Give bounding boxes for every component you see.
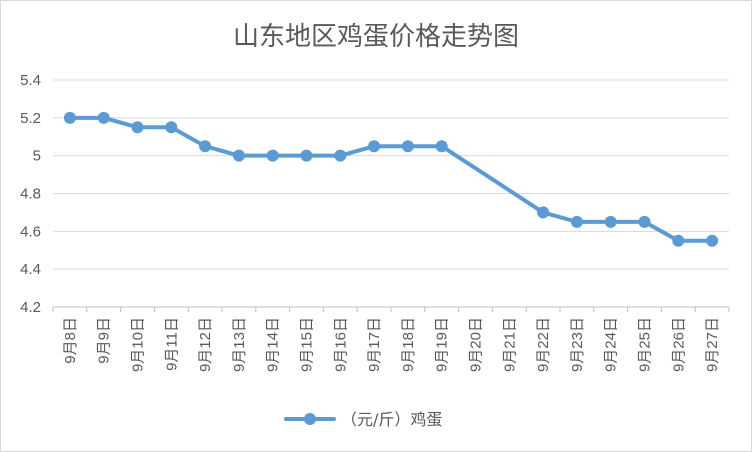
data-point[interactable]	[266, 149, 279, 162]
x-tick-label: 9月20日	[468, 317, 485, 372]
data-point[interactable]	[672, 234, 685, 247]
x-tick-label: 9月11日	[163, 317, 180, 371]
y-tick-label: 5.2	[20, 110, 41, 127]
x-tick-label: 9月13日	[231, 317, 248, 372]
x-tick-label: 9月12日	[197, 317, 214, 372]
legend-label: （元/斤）鸡蛋	[341, 410, 442, 429]
x-axis-ticks: 9月8日 9月9日 9月10日 9月11日 9月12日 9月13日 9月14日 9月15日 9月…	[52, 307, 730, 372]
data-point[interactable]	[63, 111, 76, 124]
data-point[interactable]	[165, 121, 178, 134]
x-tick-label: 9月26日	[670, 317, 687, 372]
data-point[interactable]	[97, 111, 110, 124]
x-tick-label: 9月22日	[535, 317, 552, 372]
x-tick-label: 9月16日	[332, 317, 349, 372]
x-tick-label: 9月21日	[501, 317, 518, 372]
data-point[interactable]	[638, 215, 651, 228]
data-point[interactable]	[368, 140, 381, 153]
y-tick-label: 4.6	[20, 223, 41, 240]
data-point[interactable]	[706, 234, 719, 247]
chart-title: 山东地区鸡蛋价格走势图	[233, 22, 519, 52]
x-tick-label: 9月15日	[299, 317, 316, 372]
grid	[53, 79, 729, 308]
data-point[interactable]	[300, 149, 313, 162]
y-axis-ticks: 4.2 4.4 4.6 4.8 5 5.2 5.4	[20, 72, 41, 316]
x-tick-label: 9月27日	[704, 317, 721, 372]
data-point[interactable]	[537, 206, 550, 219]
data-point[interactable]	[131, 121, 144, 134]
data-point[interactable]	[199, 140, 212, 153]
x-tick-label: 9月18日	[400, 317, 417, 372]
data-point[interactable]	[570, 215, 583, 228]
x-tick-label: 9月23日	[569, 317, 586, 372]
x-tick-label: 9月8日	[62, 317, 79, 364]
legend-point-marker	[304, 413, 316, 425]
series-group	[63, 111, 719, 247]
x-tick-label: 9月14日	[265, 317, 282, 372]
y-tick-label: 5	[33, 148, 41, 165]
x-tick-label: 9月19日	[434, 317, 451, 372]
data-point[interactable]	[604, 215, 617, 228]
data-point[interactable]	[334, 149, 347, 162]
data-point[interactable]	[401, 140, 414, 153]
y-tick-label: 4.2	[20, 299, 41, 316]
data-point[interactable]	[232, 149, 245, 162]
x-tick-label: 9月25日	[637, 317, 654, 372]
y-tick-label: 4.4	[20, 261, 41, 278]
x-tick-label: 9月24日	[603, 317, 620, 372]
x-tick-label: 9月10日	[130, 317, 147, 372]
y-tick-label: 5.4	[20, 72, 41, 89]
x-tick-label: 9月9日	[96, 317, 113, 364]
x-tick-label: 9月17日	[366, 317, 383, 372]
data-point[interactable]	[435, 140, 448, 153]
legend[interactable]: （元/斤）鸡蛋	[284, 410, 442, 429]
y-tick-label: 4.8	[20, 186, 41, 203]
